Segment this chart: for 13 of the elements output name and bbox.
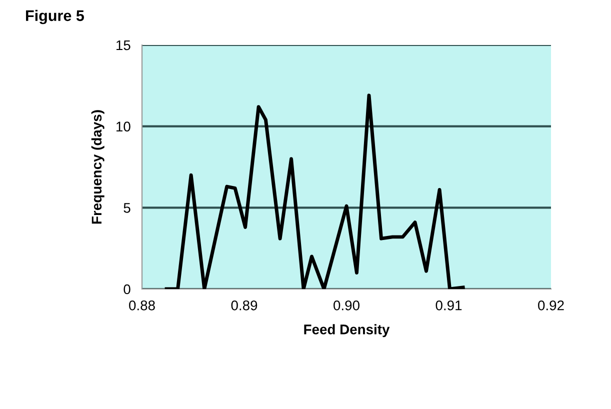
y-tick-label: 15 xyxy=(116,40,130,50)
x-tick-label: 0.90 xyxy=(334,300,360,310)
x-axis-title: Feed Density xyxy=(304,324,390,338)
x-tick-label: 0.91 xyxy=(436,300,462,310)
y-tick-label: 0 xyxy=(124,284,130,294)
y-axis-title: Frequency (days) xyxy=(91,110,104,224)
x-tick-label: 0.92 xyxy=(538,300,564,310)
x-tick-label: 0.89 xyxy=(231,300,258,310)
y-tick-label: 10 xyxy=(116,122,130,132)
chart-title: Figure 5 xyxy=(26,10,84,24)
x-tick-label: 0.88 xyxy=(129,300,155,310)
y-tick-label: 5 xyxy=(124,203,130,213)
line-series xyxy=(164,94,465,289)
